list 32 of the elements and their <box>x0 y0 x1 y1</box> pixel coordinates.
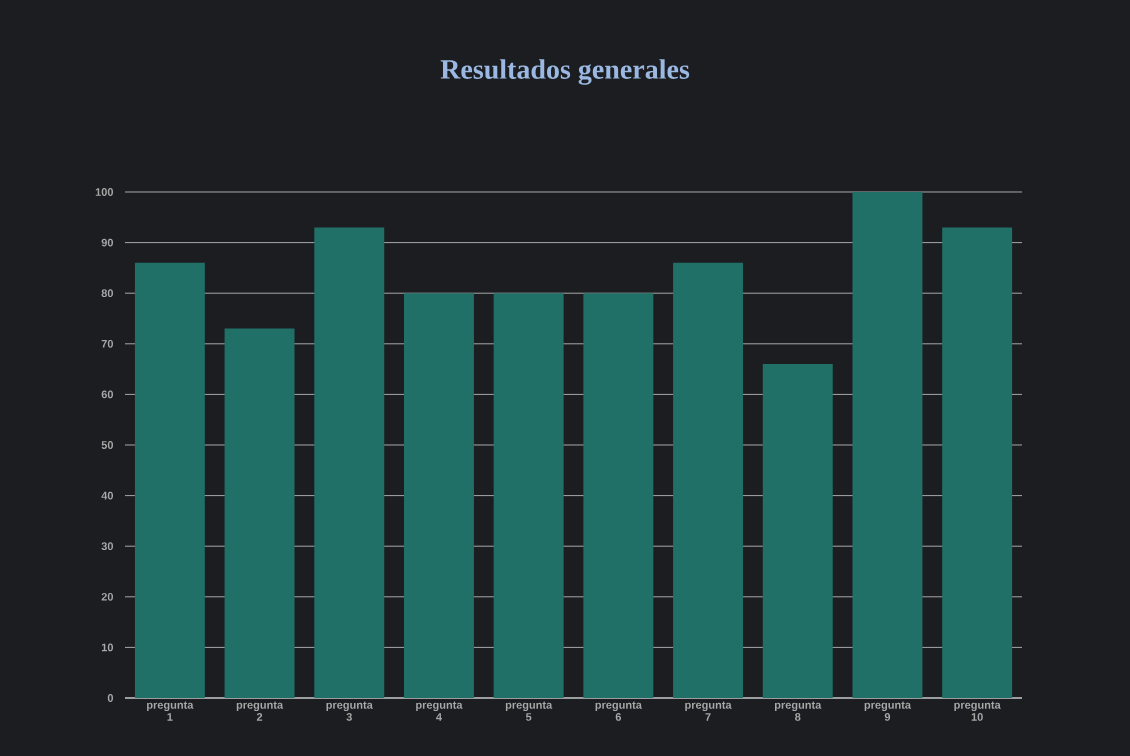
x-tick-label: pregunta 9 <box>864 701 912 721</box>
x-tick-label: pregunta 5 <box>505 701 553 721</box>
y-tick-label: 40 <box>101 491 114 500</box>
y-tick-label: 50 <box>101 441 114 449</box>
y-tick-label: 100 <box>95 188 114 196</box>
y-tick-label: 80 <box>101 289 114 298</box>
x-tick-label: pregunta 3 <box>326 701 373 721</box>
y-tick-label: 30 <box>101 542 114 551</box>
bar <box>583 293 654 698</box>
y-tick-label: 90 <box>101 238 114 247</box>
bar <box>673 262 744 698</box>
y-tick-label: 70 <box>101 339 114 348</box>
x-tick-label: pregunta 7 <box>685 701 732 721</box>
bar <box>942 227 1013 698</box>
bar <box>403 293 474 698</box>
bar <box>134 262 205 698</box>
x-tick-label: pregunta 6 <box>595 701 642 721</box>
x-tick-label: pregunta 4 <box>416 701 463 721</box>
x-tick-label: pregunta 2 <box>236 701 284 721</box>
chart-title: Resultados generales <box>440 59 690 85</box>
bar <box>493 293 564 698</box>
x-tick-label: pregunta 10 <box>954 701 1001 721</box>
y-tick-label: 60 <box>101 390 114 399</box>
bar <box>762 364 833 698</box>
y-tick-label: 0 <box>107 694 114 702</box>
bar <box>224 328 295 698</box>
bar <box>852 192 923 698</box>
bar <box>314 227 385 698</box>
x-tick-label: pregunta 8 <box>774 701 822 721</box>
y-tick-label: 20 <box>101 592 114 601</box>
y-tick-label: 10 <box>101 643 114 652</box>
x-tick-label: pregunta 1 <box>147 701 194 721</box>
